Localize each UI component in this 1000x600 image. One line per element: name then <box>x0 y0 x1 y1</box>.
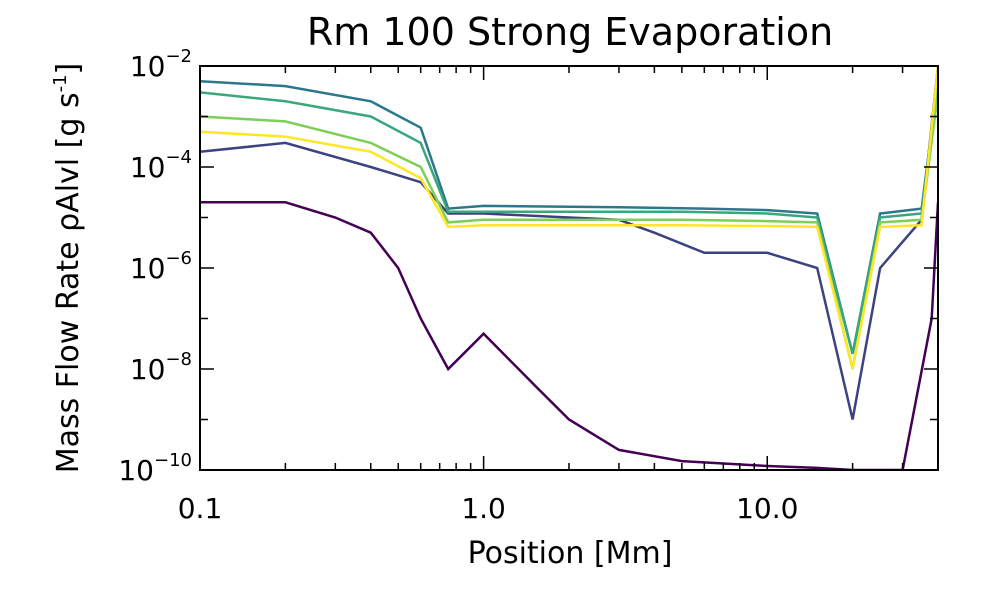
x-tick-label: 10.0 <box>736 492 798 525</box>
y-tick-label: 10−6 <box>130 248 192 285</box>
x-axis-label: Position [Mm] <box>468 536 673 571</box>
plot-frame <box>199 65 939 471</box>
series-layer <box>200 66 938 470</box>
y-axis-label-main: Mass Flow Rate ρAlvl [g s <box>51 92 86 473</box>
y-axis-label: Mass Flow Rate ρAlvl [g s-1] <box>50 63 86 474</box>
x-tick-label: 1.0 <box>461 492 506 525</box>
series-line-t15 <box>200 81 938 355</box>
y-axis-ticks: 10−10 10−8 10−6 10−4 10−2 <box>118 46 938 487</box>
x-tick-label: 0.1 <box>178 492 223 525</box>
series-line-t25 <box>200 66 938 370</box>
y-axis-label-tail: ] <box>51 63 86 75</box>
y-tick-label: 10−2 <box>130 46 192 83</box>
series-line-t20 <box>200 92 938 370</box>
y-tick-label: 10−8 <box>130 349 192 386</box>
y-tick-label: 10−4 <box>130 147 192 184</box>
series-line-t05 <box>200 66 938 420</box>
y-axis-label-exp: -1 <box>50 74 71 92</box>
y-tick-label: 10−10 <box>118 450 192 487</box>
series-line-t00 <box>200 201 938 470</box>
chart-title: Rm 100 Strong Evaporation <box>307 10 833 54</box>
x-axis-ticks: 0.1 1.0 10.0 <box>178 66 939 525</box>
